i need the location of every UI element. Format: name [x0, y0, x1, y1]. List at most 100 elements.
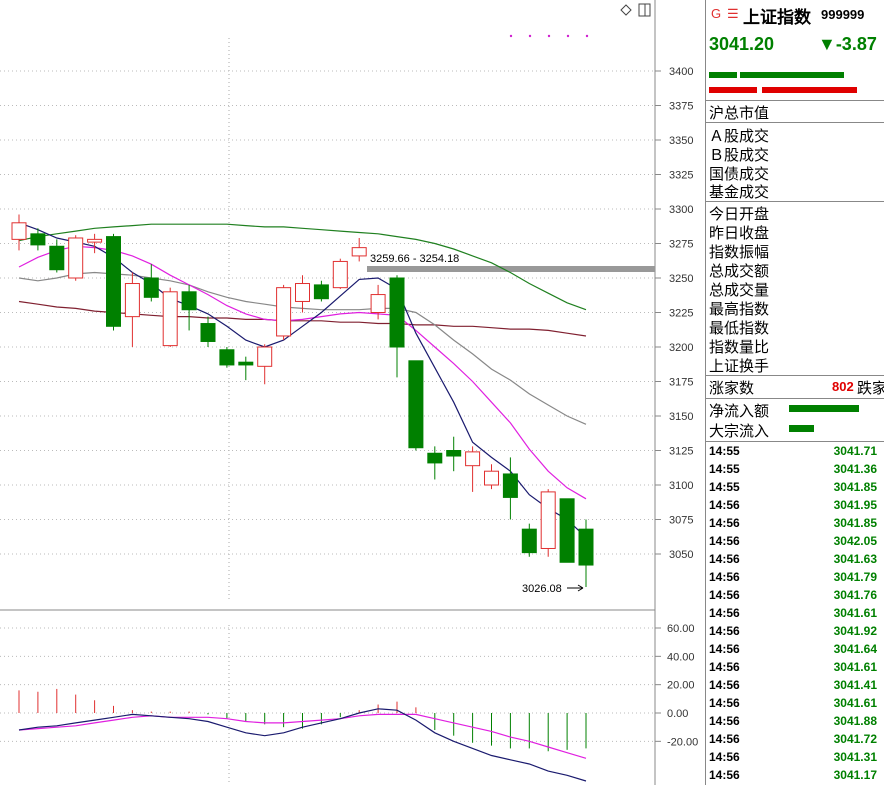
- candle-body: [11, 222, 27, 240]
- tick-time: 14:56: [709, 534, 740, 548]
- buy-sell-bar-green-1: [709, 72, 737, 78]
- candle-body: [49, 245, 65, 271]
- tick-price: 3041.85: [833, 480, 877, 494]
- divider: [706, 398, 884, 399]
- y-tick-label: 3400: [669, 66, 693, 78]
- label-bond: 国债成交: [709, 165, 770, 183]
- tick-price: 3041.76: [833, 588, 877, 602]
- marker-dot: [547, 34, 551, 38]
- indicator-tick-label: 20.00: [667, 680, 695, 692]
- y-tick-label: 3150: [669, 411, 693, 423]
- tick-price: 3041.31: [833, 750, 877, 764]
- marker-dot: [566, 34, 570, 38]
- tick-price: 3041.17: [833, 768, 877, 782]
- kline-chart[interactable]: 3050 3075 3100 3125 3150 3175 3200 3225 3250 3275…: [0, 0, 705, 785]
- indicator-line-b: [18, 713, 587, 759]
- candle-body: [295, 283, 310, 302]
- tick-price: 3041.72: [833, 732, 877, 746]
- candle-body: [484, 470, 499, 486]
- marker-dot: [509, 34, 513, 38]
- current-price: 3041.20: [709, 34, 775, 54]
- tick-price: 3041.61: [833, 606, 877, 620]
- candle-body: [181, 291, 197, 311]
- label-fund: 基金成交: [709, 183, 770, 201]
- tick-time: 14:56: [709, 696, 740, 710]
- label-open: 今日开盘: [709, 205, 770, 223]
- tick-time: 14:56: [709, 678, 740, 692]
- label-volume-ratio: 指数量比: [709, 338, 770, 356]
- candle-body: [521, 528, 537, 554]
- tick-price: 3041.61: [833, 660, 877, 674]
- y-tick-label: 3300: [669, 204, 693, 216]
- candle-body: [559, 498, 575, 563]
- candle-body: [351, 247, 367, 257]
- label-fall-count: 跌家: [857, 379, 884, 397]
- ma60-line: [18, 223, 587, 311]
- candle-body: [427, 452, 443, 464]
- candle-body: [143, 277, 159, 298]
- divider: [706, 100, 884, 101]
- label-a-share: Ａ股成交: [709, 127, 770, 145]
- tick-price: 3041.61: [833, 696, 877, 710]
- divider: [706, 441, 884, 442]
- y-tick-label: 3350: [669, 135, 693, 147]
- tick-price: 3041.79: [833, 570, 877, 584]
- y-tick-label: 3275: [669, 239, 693, 251]
- buy-sell-bar-red-2: [762, 87, 857, 93]
- tick-time: 14:56: [709, 552, 740, 566]
- tick-price: 3041.41: [833, 678, 877, 692]
- rise-count-value: 802: [832, 379, 854, 394]
- tick-time: 14:56: [709, 660, 740, 674]
- indicator-line-a: [18, 708, 587, 782]
- tick-price: 3041.92: [833, 624, 877, 638]
- y-tick-label: 3100: [669, 480, 693, 492]
- tick-price: 3041.63: [833, 552, 877, 566]
- label-high: 最高指数: [709, 300, 770, 318]
- candle-body: [124, 283, 140, 318]
- candle-body: [276, 287, 292, 337]
- indicator-tick-label: 0.00: [667, 708, 688, 720]
- candle-body: [332, 260, 348, 289]
- low-arrow-head: [577, 584, 584, 592]
- label-prev-close: 昨日收盘: [709, 224, 770, 242]
- tick-time: 14:56: [709, 516, 740, 530]
- tick-price: 3042.05: [833, 534, 877, 548]
- tick-time: 14:56: [709, 588, 740, 602]
- label-rise-count: 涨家数: [709, 379, 755, 397]
- tick-time: 14:56: [709, 498, 740, 512]
- candle-body: [408, 360, 424, 449]
- buy-sell-bar-green-2: [740, 72, 844, 78]
- y-tick-label: 3225: [669, 308, 693, 320]
- candle-body: [238, 361, 254, 366]
- tick-price: 3041.88: [833, 714, 877, 728]
- indicator-tick-label: 60.00: [667, 623, 695, 635]
- buy-sell-bar-red-1: [709, 87, 757, 93]
- candle-body: [465, 451, 481, 467]
- candle-body: [540, 491, 556, 549]
- tick-time: 14:56: [709, 570, 740, 584]
- candle-body: [200, 323, 216, 342]
- tick-time: 14:56: [709, 624, 740, 638]
- y-tick-label: 3375: [669, 101, 693, 113]
- candle-body: [30, 233, 46, 246]
- tick-price: 3041.36: [833, 462, 877, 476]
- marker-dot: [585, 34, 589, 38]
- menu-icon[interactable]: ☰: [727, 6, 739, 21]
- label-amplitude: 指数振幅: [709, 243, 770, 261]
- tick-time: 14:56: [709, 606, 740, 620]
- chart-area[interactable]: 3050 3075 3100 3125 3150 3175 3200 3225 3250 3275…: [0, 0, 705, 785]
- index-code: 999999: [821, 7, 865, 22]
- low-label: 3026.08: [522, 583, 562, 595]
- tick-time: 14:56: [709, 768, 740, 782]
- tick-time: 14:55: [709, 444, 740, 458]
- label-turnover-rate: 上证换手: [709, 357, 770, 375]
- price-change: ▼-3.87: [818, 34, 877, 54]
- label-b-share: Ｂ股成交: [709, 146, 770, 164]
- tick-time: 14:56: [709, 642, 740, 656]
- tick-time: 14:55: [709, 462, 740, 476]
- label-low: 最低指数: [709, 319, 770, 337]
- candle-body: [578, 528, 594, 566]
- quote-panel: G ☰ 上证指数 999999 3041.20 ▼-3.87 沪总市值 Ａ股成交…: [705, 0, 884, 785]
- diamond-icon[interactable]: [620, 4, 632, 16]
- y-tick-label: 3200: [669, 342, 693, 354]
